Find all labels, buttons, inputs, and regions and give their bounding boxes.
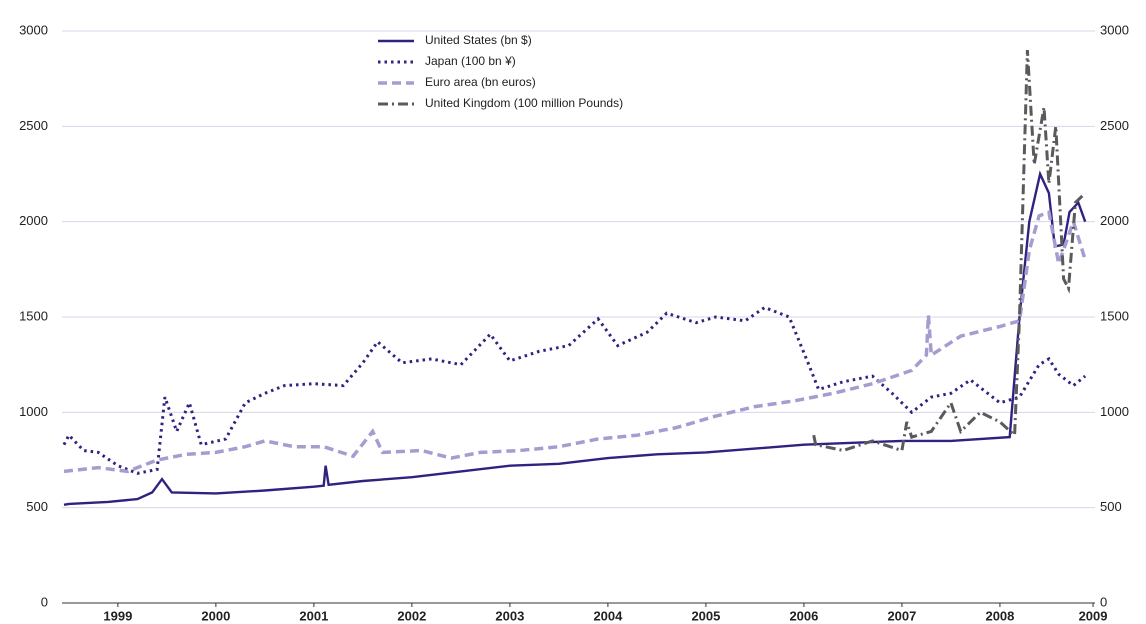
y-tick-label: 2000: [19, 213, 48, 228]
y2-tick-label: 1500: [1100, 308, 1129, 323]
x-tick-label: 2005: [691, 608, 720, 623]
x-tick-label: 2006: [789, 608, 818, 623]
legend-label: Japan (100 bn ¥): [425, 54, 516, 68]
y2-tick-label: 2000: [1100, 213, 1129, 228]
y-tick-label: 3000: [19, 22, 48, 37]
y2-tick-label: 2500: [1100, 118, 1129, 133]
x-tick-label: 2004: [593, 608, 623, 623]
legend-label: Euro area (bn euros): [425, 75, 536, 89]
x-tick-label: 2000: [201, 608, 230, 623]
x-tick-label: 2001: [299, 608, 328, 623]
legend-label: United States (bn $): [425, 33, 532, 47]
series-line: [63, 170, 1087, 506]
x-tick-label: 2003: [495, 608, 524, 623]
y2-tick-label: 1000: [1100, 404, 1129, 419]
x-tick-label: 2002: [397, 608, 426, 623]
y-tick-label: 1000: [19, 404, 48, 419]
x-tick-label: 1999: [103, 608, 132, 623]
x-tick-label: 2007: [887, 608, 916, 623]
y2-tick-label: 500: [1100, 499, 1122, 514]
y-tick-label: 0: [41, 594, 48, 609]
x-tick-label: 2008: [985, 608, 1014, 623]
series-line: [62, 305, 1087, 475]
y-tick-label: 2500: [19, 118, 48, 133]
x-tick-label: 2009: [1079, 608, 1108, 623]
legend-label: United Kingdom (100 million Pounds): [425, 96, 623, 110]
series-line: [63, 209, 1087, 474]
y2-tick-label: 3000: [1100, 22, 1129, 37]
y2-tick-label: 0: [1100, 594, 1107, 609]
y-tick-label: 1500: [19, 308, 48, 323]
series-line: [812, 50, 1087, 453]
y-tick-label: 500: [26, 499, 48, 514]
